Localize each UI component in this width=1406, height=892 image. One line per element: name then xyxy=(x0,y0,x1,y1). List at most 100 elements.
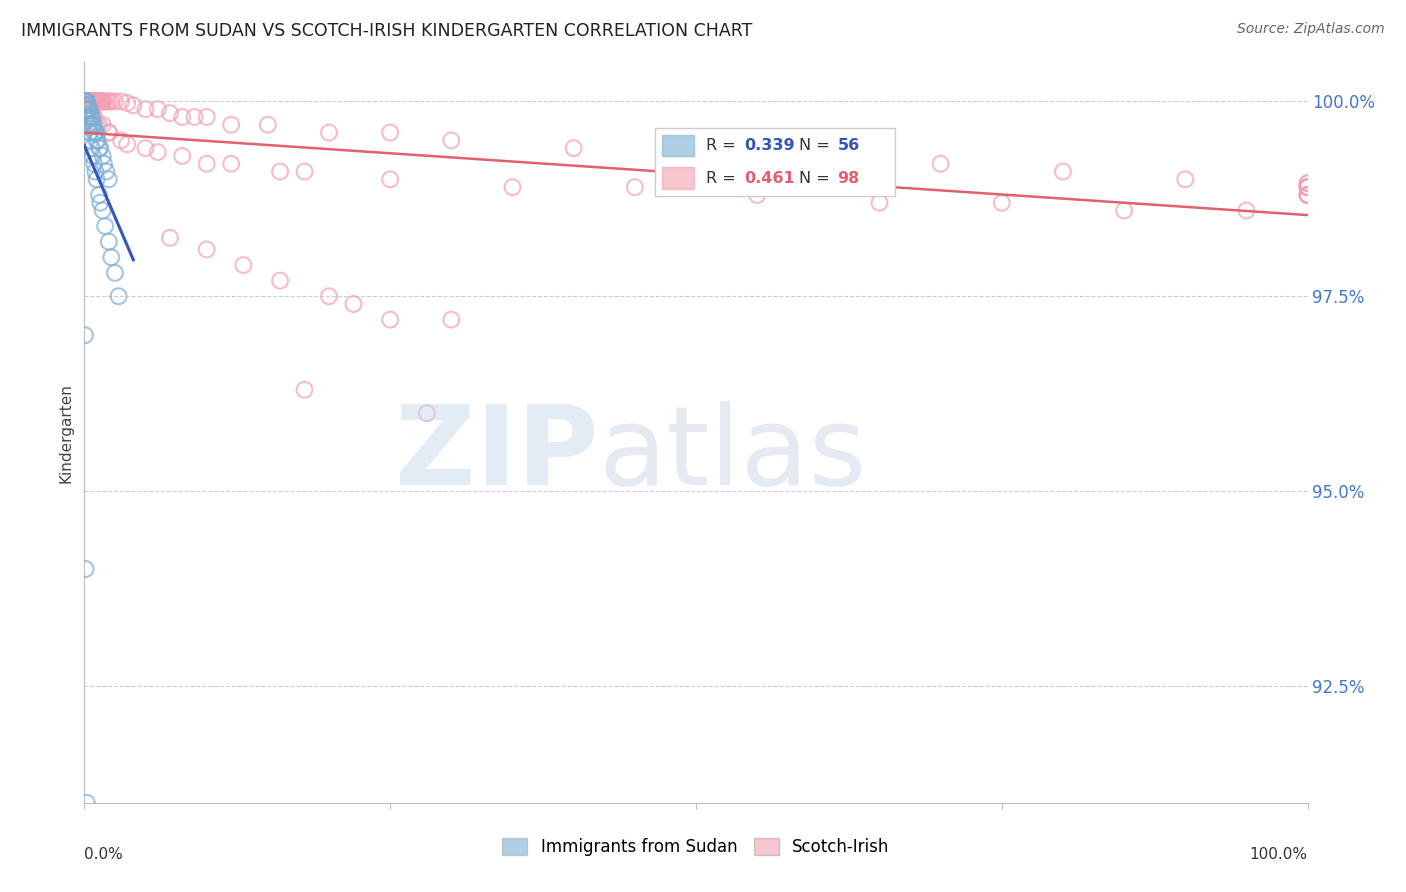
Point xyxy=(80,141,103,155)
Point xyxy=(110,95,132,109)
Y-axis label: Kindergarten: Kindergarten xyxy=(58,383,73,483)
Point xyxy=(97,172,120,186)
Point xyxy=(80,110,103,124)
Point xyxy=(87,95,110,109)
Point xyxy=(75,110,97,124)
Point xyxy=(1296,180,1319,194)
Point xyxy=(75,102,97,116)
Point xyxy=(87,133,110,147)
Point xyxy=(86,126,108,140)
Point xyxy=(97,95,120,109)
Point xyxy=(77,98,100,112)
Point xyxy=(1296,188,1319,202)
Point xyxy=(502,180,524,194)
Point xyxy=(82,149,104,163)
Point xyxy=(97,126,120,140)
Point xyxy=(195,157,218,171)
Point xyxy=(84,126,107,140)
Point xyxy=(110,133,132,147)
Point xyxy=(84,95,107,109)
Point xyxy=(269,274,291,288)
Point xyxy=(82,110,104,124)
Point xyxy=(76,95,98,109)
Point xyxy=(77,118,100,132)
Point xyxy=(1296,176,1319,190)
Point xyxy=(86,95,108,109)
Point xyxy=(82,118,104,132)
Point xyxy=(159,231,181,245)
Point xyxy=(146,145,169,159)
Point xyxy=(219,118,242,132)
Text: 100.0%: 100.0% xyxy=(1250,847,1308,863)
Point xyxy=(135,141,157,155)
Point xyxy=(90,95,112,109)
Point xyxy=(87,95,110,109)
Point xyxy=(75,102,97,116)
Point xyxy=(869,195,891,210)
Text: 56: 56 xyxy=(838,138,859,153)
Point xyxy=(80,102,103,116)
Point xyxy=(80,95,103,109)
Point xyxy=(76,95,98,109)
Point xyxy=(1296,180,1319,194)
Point xyxy=(380,172,402,186)
Point xyxy=(219,157,242,171)
Point xyxy=(1236,203,1258,218)
Point xyxy=(76,95,98,109)
Point xyxy=(318,126,340,140)
Point xyxy=(76,110,98,124)
Text: 0.461: 0.461 xyxy=(744,171,794,186)
Point xyxy=(80,118,103,132)
Point xyxy=(83,95,105,109)
Point xyxy=(624,180,647,194)
Point xyxy=(86,172,108,186)
Point xyxy=(77,102,100,116)
Text: N =: N = xyxy=(799,171,835,186)
Point xyxy=(77,95,100,109)
Point xyxy=(93,95,115,109)
Point xyxy=(440,312,463,326)
Point xyxy=(91,95,114,109)
Point xyxy=(76,98,98,112)
Point xyxy=(562,141,585,155)
Point xyxy=(115,137,138,152)
Point xyxy=(76,95,98,109)
Point xyxy=(77,95,100,109)
Point xyxy=(89,195,111,210)
Point xyxy=(91,95,114,109)
Point xyxy=(83,95,105,109)
Point xyxy=(94,219,117,233)
Point xyxy=(75,95,97,109)
Point xyxy=(416,406,439,420)
Point xyxy=(87,95,110,109)
Point xyxy=(807,149,830,163)
Point xyxy=(318,289,340,303)
Text: R =: R = xyxy=(706,171,741,186)
Point xyxy=(87,141,110,155)
Point xyxy=(79,106,101,120)
Point xyxy=(1296,180,1319,194)
Point xyxy=(1296,176,1319,190)
Point xyxy=(79,110,101,124)
Point xyxy=(269,164,291,178)
Point xyxy=(75,95,97,109)
Text: atlas: atlas xyxy=(598,401,866,508)
Point xyxy=(87,118,110,132)
Point xyxy=(159,106,181,120)
Text: 0.0%: 0.0% xyxy=(84,847,124,863)
Point xyxy=(75,95,97,109)
Point xyxy=(77,95,100,109)
Point xyxy=(100,250,122,264)
Point xyxy=(685,149,707,163)
Point xyxy=(342,297,364,311)
Point xyxy=(440,133,463,147)
Text: N =: N = xyxy=(799,138,835,153)
Point xyxy=(104,95,127,109)
Point xyxy=(77,102,100,116)
Point xyxy=(232,258,254,272)
Point xyxy=(96,95,118,109)
Point xyxy=(172,110,194,124)
Point xyxy=(82,95,104,109)
Point xyxy=(747,188,769,202)
Text: Source: ZipAtlas.com: Source: ZipAtlas.com xyxy=(1237,22,1385,37)
